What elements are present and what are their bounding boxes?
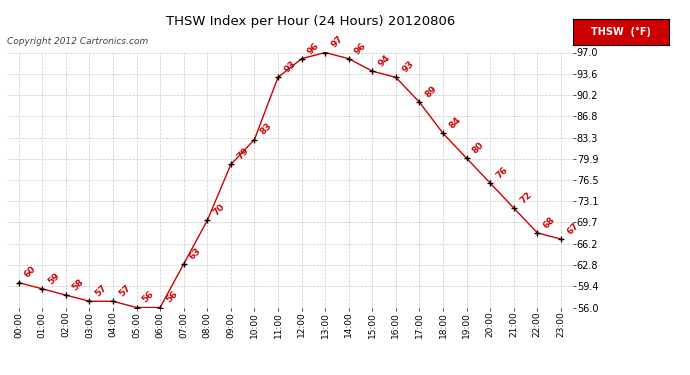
Text: 57: 57: [94, 283, 109, 298]
Text: 84: 84: [447, 115, 462, 130]
Text: 67: 67: [565, 221, 580, 236]
Text: 58: 58: [70, 277, 85, 292]
Text: 56: 56: [141, 290, 156, 305]
Text: Copyright 2012 Cartronics.com: Copyright 2012 Cartronics.com: [7, 38, 148, 46]
Text: 80: 80: [471, 140, 486, 156]
Text: 60: 60: [23, 265, 38, 280]
Text: 96: 96: [353, 40, 368, 56]
Text: 76: 76: [494, 165, 510, 180]
Text: 70: 70: [211, 202, 226, 217]
Text: 56: 56: [164, 290, 179, 305]
Text: 79: 79: [235, 146, 250, 162]
Text: 93: 93: [400, 59, 415, 75]
Text: 96: 96: [306, 40, 321, 56]
Text: 63: 63: [188, 246, 203, 261]
Text: 72: 72: [518, 190, 533, 205]
Text: 57: 57: [117, 283, 132, 298]
Text: THSW  (°F): THSW (°F): [591, 27, 651, 37]
Text: 94: 94: [377, 53, 392, 68]
Text: 59: 59: [46, 271, 61, 286]
Text: 93: 93: [282, 59, 297, 75]
Text: 68: 68: [542, 215, 557, 230]
Text: 97: 97: [329, 34, 345, 50]
Text: THSW Index per Hour (24 Hours) 20120806: THSW Index per Hour (24 Hours) 20120806: [166, 15, 455, 28]
Text: 89: 89: [424, 84, 439, 99]
Text: 83: 83: [259, 122, 274, 137]
